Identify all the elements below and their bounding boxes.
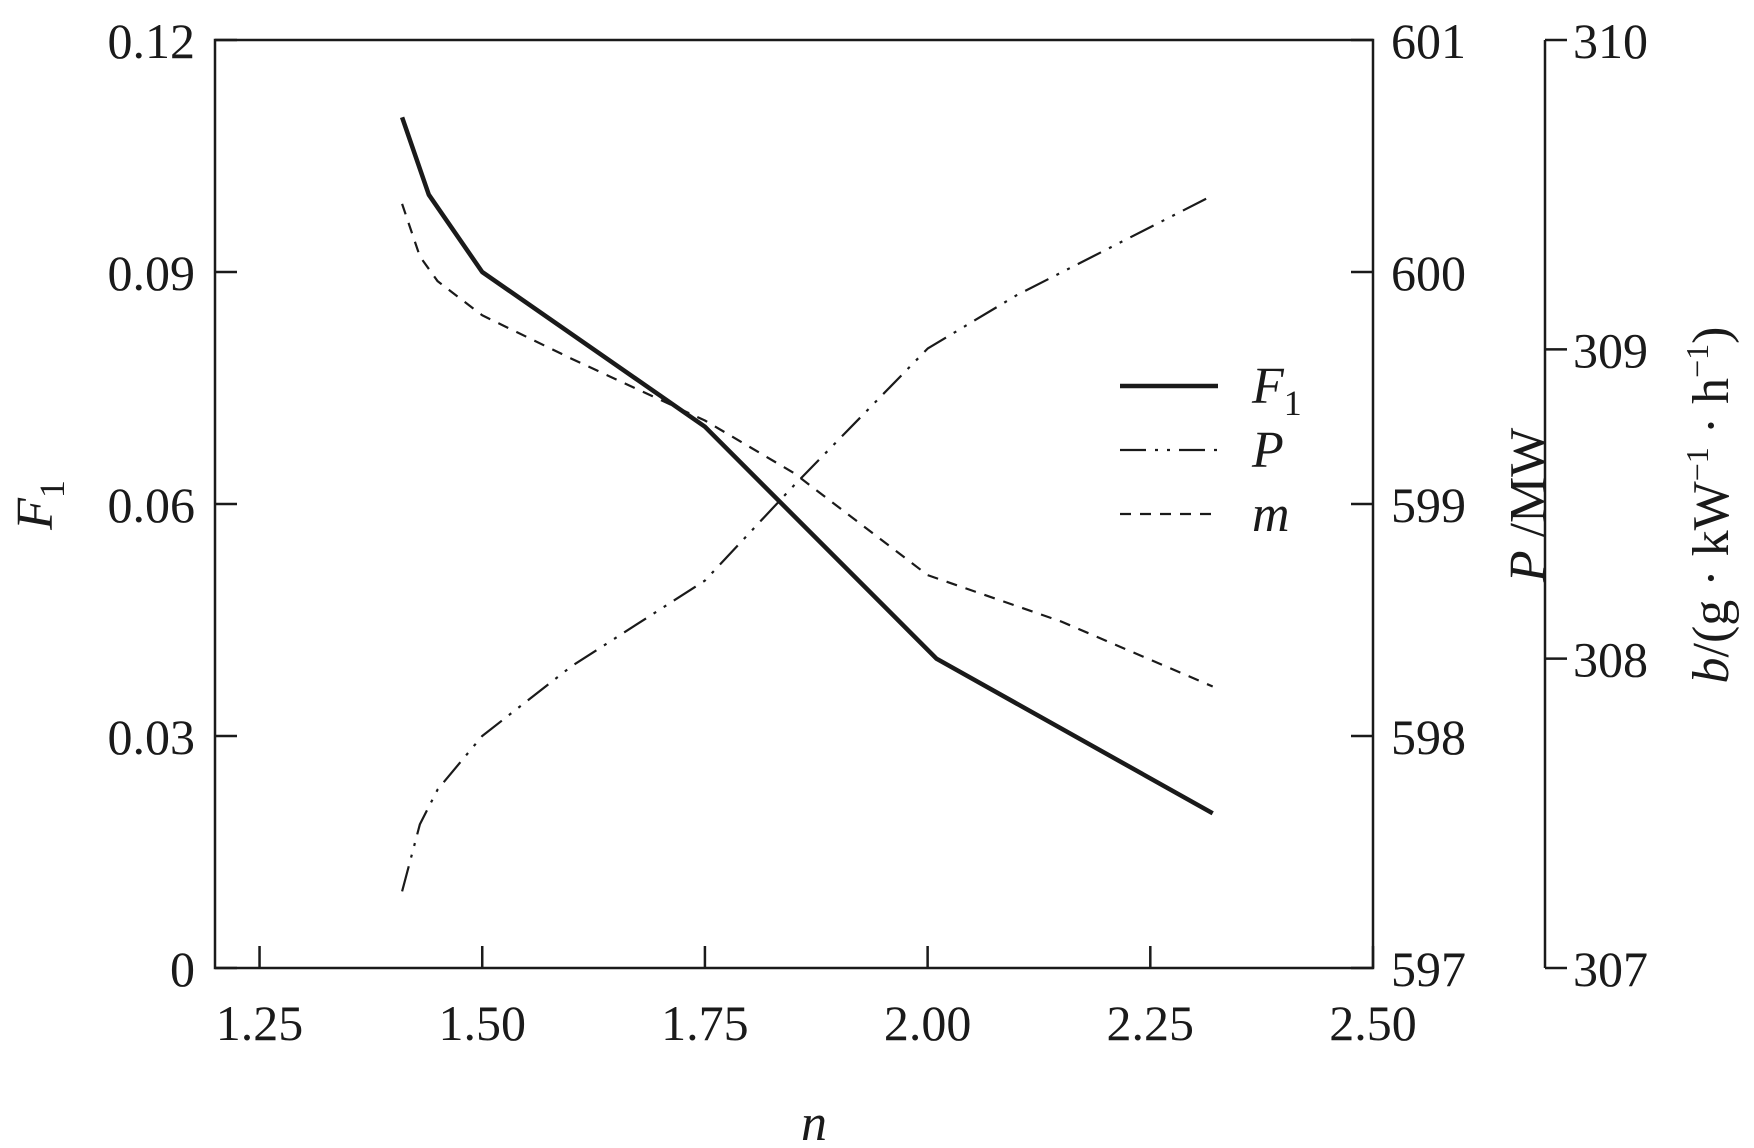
outer-y-tick-label: 307 (1573, 941, 1648, 997)
axes-group: 1.25 1.50 1.75 2.00 2.25 2.50 n 0 0.03 0.06 0.09 0.… (7, 13, 1740, 1148)
left-y-tick-label: 0.12 (108, 13, 196, 69)
legend-label-p: P (1251, 422, 1284, 479)
series-line-f1 (399, 116, 1214, 816)
series-group (399, 116, 1214, 892)
x-tick-label: 2.00 (884, 995, 972, 1051)
outer-y-tick-label: 309 (1573, 322, 1648, 378)
outer-y-tick-label: 308 (1573, 632, 1648, 688)
right-y-tick-label: 598 (1391, 709, 1466, 765)
x-axis-label: n (801, 1095, 827, 1148)
x-tick-label: 1.50 (438, 995, 526, 1051)
left-y-tick-label: 0.06 (108, 477, 196, 533)
right-y-axis-label: P /MW (1500, 428, 1557, 584)
left-y-tick-label: 0 (170, 941, 195, 997)
outer-y-axis-label: b/(g · kW−1 · h−1) (1679, 327, 1740, 684)
right-y-tick-label: 601 (1391, 13, 1466, 69)
right-y-tick-label: 597 (1391, 941, 1466, 997)
x-tick-label: 1.75 (661, 995, 749, 1051)
legend-label-f1: F1 (1251, 358, 1302, 423)
right-y-tick-label: 599 (1391, 477, 1466, 533)
left-y-tick-label: 0.09 (108, 245, 196, 301)
x-tick-label: 2.25 (1107, 995, 1195, 1051)
series-line-b (401, 203, 1214, 688)
x-tick-label: 1.25 (216, 995, 304, 1051)
left-y-tick-label: 0.03 (108, 709, 196, 765)
plot-frame (213, 38, 1375, 970)
series-line-p (401, 194, 1214, 892)
x-tick-label: 2.50 (1329, 995, 1417, 1051)
outer-y-tick-label: 310 (1573, 13, 1648, 69)
legend-label-b: m (1252, 486, 1290, 543)
left-y-axis-label: F1 (7, 480, 72, 531)
right-y-tick-label: 600 (1391, 245, 1466, 301)
